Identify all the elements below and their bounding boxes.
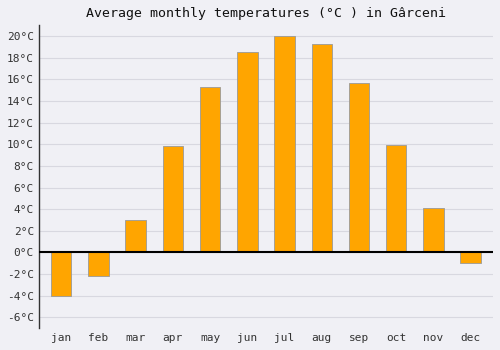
- Bar: [162, 146, 183, 252]
- Bar: [349, 83, 370, 252]
- Bar: [460, 252, 481, 263]
- Bar: [126, 220, 146, 252]
- Bar: [423, 208, 444, 252]
- Title: Average monthly temperatures (°C ) in Gârceni: Average monthly temperatures (°C ) in Gâ…: [86, 7, 446, 20]
- Bar: [51, 252, 72, 296]
- Bar: [88, 252, 108, 276]
- Bar: [200, 87, 220, 252]
- Bar: [237, 52, 258, 252]
- Bar: [386, 145, 406, 252]
- Bar: [312, 44, 332, 252]
- Bar: [274, 36, 295, 252]
